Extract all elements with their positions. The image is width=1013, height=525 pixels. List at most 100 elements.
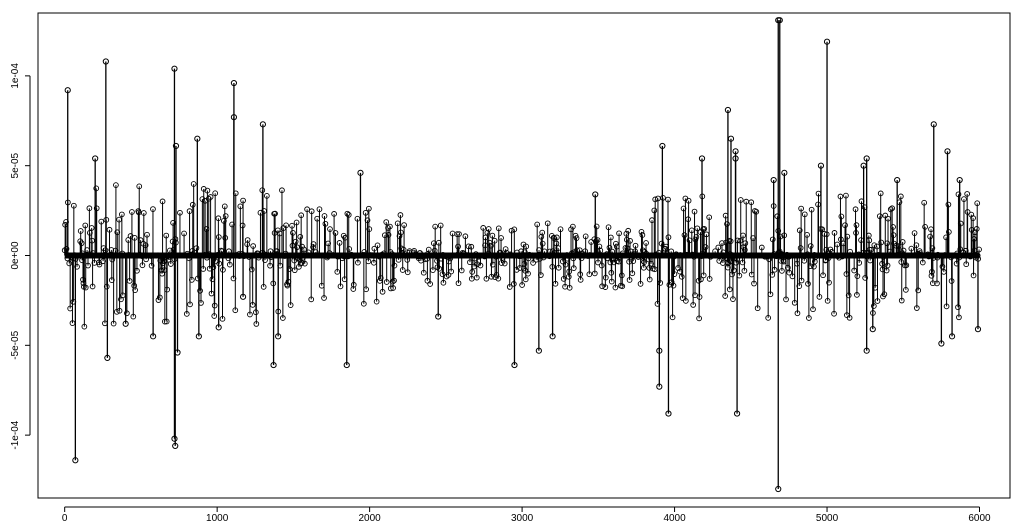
data-point	[908, 245, 915, 252]
data-point	[879, 260, 885, 267]
data-point	[62, 221, 68, 228]
data-point	[350, 281, 357, 288]
data-point	[498, 235, 504, 241]
data-point	[65, 199, 71, 206]
data-point	[208, 290, 215, 297]
data-point	[277, 262, 283, 269]
data-point	[314, 215, 321, 222]
data-point	[391, 262, 398, 269]
data-point	[89, 283, 96, 290]
data-point	[142, 242, 149, 249]
data-point	[183, 311, 190, 317]
data-point	[701, 225, 707, 232]
data-point	[289, 222, 295, 229]
data-point	[753, 208, 760, 215]
data-point	[501, 260, 508, 267]
data-point	[437, 222, 444, 229]
data-point	[400, 246, 407, 253]
data-point	[842, 222, 848, 229]
data-point	[363, 286, 369, 293]
data-point	[530, 260, 536, 266]
data-point	[189, 201, 196, 208]
data-point-major	[275, 333, 282, 340]
data-point	[808, 206, 815, 213]
data-point	[244, 241, 251, 248]
data-point	[383, 219, 390, 225]
data-point	[276, 230, 283, 237]
data-point	[706, 275, 713, 282]
data-point	[293, 219, 300, 226]
data-point	[310, 241, 317, 247]
data-point	[495, 225, 502, 232]
data-point	[134, 267, 140, 274]
data-point	[640, 264, 647, 271]
data-point	[854, 273, 861, 280]
data-point	[521, 261, 528, 267]
data-point	[734, 237, 741, 244]
data-point	[232, 190, 239, 197]
data-point	[98, 218, 105, 225]
data-point	[321, 213, 328, 219]
data-point	[371, 245, 378, 252]
zero-band	[64, 252, 980, 259]
data-point	[69, 320, 76, 326]
data-point	[163, 232, 170, 239]
data-point	[200, 266, 207, 272]
data-point	[608, 278, 615, 285]
data-point	[898, 297, 905, 304]
data-point	[150, 206, 156, 212]
data-point	[815, 201, 821, 208]
data-point	[692, 236, 699, 243]
data-point-major	[230, 114, 238, 121]
data-point	[331, 211, 337, 217]
data-point	[780, 258, 787, 265]
data-point-major	[270, 361, 277, 369]
data-point	[862, 275, 869, 281]
data-point	[113, 308, 120, 315]
data-point	[427, 281, 434, 287]
data-point	[945, 201, 952, 208]
data-point	[106, 226, 113, 233]
data-point	[826, 279, 832, 286]
data-point	[660, 195, 666, 201]
data-point	[794, 310, 801, 317]
data-point	[249, 302, 256, 308]
data-point	[671, 271, 678, 277]
data-point	[82, 284, 89, 291]
data-point	[971, 236, 977, 242]
data-point	[796, 283, 803, 289]
data-point-major	[974, 326, 982, 333]
data-point-major	[860, 162, 867, 169]
data-point	[110, 320, 117, 327]
data-point	[539, 229, 546, 236]
data-point	[280, 315, 286, 321]
data-point	[296, 263, 302, 270]
data-point-major	[102, 58, 109, 65]
data-point	[158, 267, 165, 274]
data-point-major	[776, 17, 783, 24]
data-point	[637, 281, 644, 287]
data-point	[344, 210, 351, 217]
data-point	[301, 246, 307, 253]
data-point	[66, 260, 73, 267]
data-point	[337, 283, 344, 290]
data-point-major	[239, 293, 247, 300]
data-point	[685, 197, 692, 204]
data-point	[885, 215, 891, 222]
data-point	[210, 264, 217, 271]
data-point	[929, 280, 936, 287]
data-point-major	[863, 347, 870, 354]
data-point	[226, 261, 233, 268]
data-point	[80, 276, 86, 283]
data-point	[613, 240, 619, 247]
data-point	[424, 277, 431, 284]
data-point	[139, 262, 146, 269]
data-point	[870, 303, 877, 309]
data-point	[769, 236, 776, 243]
data-point-major	[171, 65, 178, 72]
data-point	[577, 271, 584, 278]
data-point	[887, 206, 894, 213]
data-point	[310, 244, 316, 250]
data-point	[872, 284, 879, 291]
